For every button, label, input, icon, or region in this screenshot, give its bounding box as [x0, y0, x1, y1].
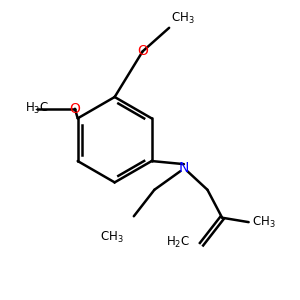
Text: N: N [179, 161, 189, 175]
Text: O: O [70, 102, 80, 116]
Text: CH$_3$: CH$_3$ [252, 214, 275, 230]
Text: H$_3$C: H$_3$C [25, 101, 49, 116]
Text: H$_2$C: H$_2$C [166, 236, 190, 250]
Text: O: O [137, 44, 148, 58]
Text: CH$_3$: CH$_3$ [171, 11, 194, 26]
Text: CH$_3$: CH$_3$ [100, 230, 124, 245]
